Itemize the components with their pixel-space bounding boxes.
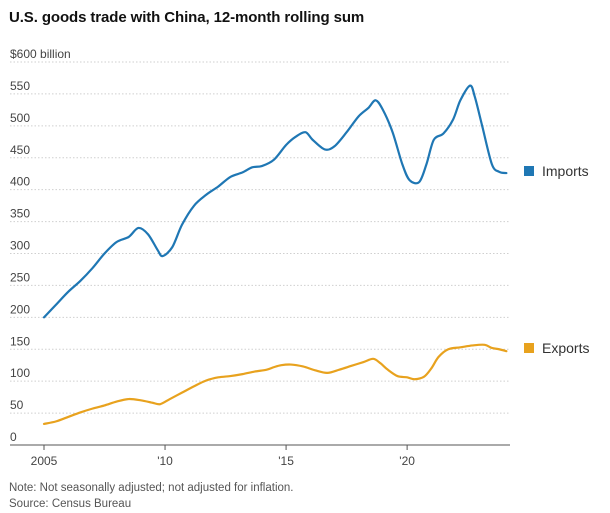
y-tick-label: 400 (10, 175, 30, 189)
exports-legend-swatch (524, 343, 534, 353)
x-tick-label: '15 (278, 454, 294, 468)
y-tick-label: 350 (10, 207, 30, 221)
imports-series-line (42, 84, 508, 319)
imports-legend-swatch (524, 166, 534, 176)
y-tick-label: 500 (10, 111, 30, 125)
axis-layer: 0 50 100 150 200 250 300 350 400 450 500 550 $600 bi… (10, 47, 415, 468)
y-tick-label: 0 (10, 430, 17, 444)
y-tick-label: 100 (10, 366, 30, 380)
grid-layer (10, 61, 510, 446)
y-tick-label: 50 (10, 398, 24, 412)
series-layer (42, 84, 508, 426)
exports-legend-label: Exports (542, 340, 589, 356)
x-tick-label: '20 (399, 454, 415, 468)
y-tick-label: 150 (10, 334, 30, 348)
chart-note: Note: Not seasonally adjusted; not adjus… (9, 482, 294, 494)
chart-title: U.S. goods trade with China, 12-month ro… (9, 9, 365, 26)
exports-series-line (42, 343, 508, 426)
y-tick-label: 550 (10, 79, 30, 93)
imports-legend-label: Imports (542, 163, 589, 179)
x-tick-label: 2005 (31, 454, 58, 468)
y-tick-label: $600 billion (10, 47, 71, 61)
x-tick-label: '10 (157, 454, 173, 468)
y-tick-label: 300 (10, 239, 30, 253)
y-tick-label: 250 (10, 270, 30, 284)
legend: Imports Exports (524, 163, 589, 356)
y-tick-label: 200 (10, 302, 30, 316)
y-tick-label: 450 (10, 143, 30, 157)
chart-source: Source: Census Bureau (9, 498, 132, 510)
